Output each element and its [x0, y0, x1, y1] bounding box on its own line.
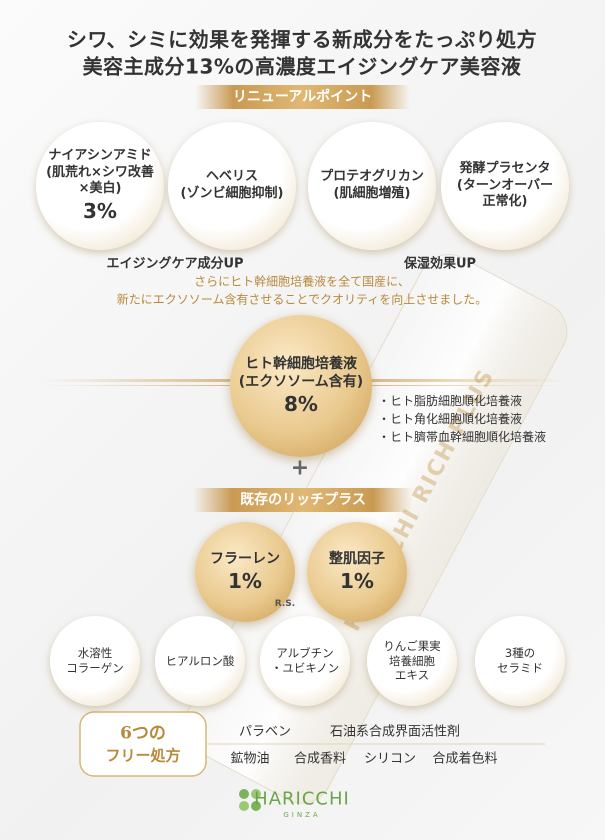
logo-name: HARICCHI	[254, 788, 350, 810]
other-line: エキス	[394, 668, 430, 683]
headline: 美容主成分13%の高濃度エイジングケア美容液	[82, 54, 522, 79]
rs-mark: R.S.	[274, 599, 296, 609]
other-line: コラーゲン	[66, 661, 124, 675]
other-circle: りんご果実 培養細胞 エキス	[367, 616, 457, 706]
free-item: 合成着色料	[432, 751, 498, 767]
other-line: ・ユビキノン	[270, 661, 340, 675]
effect-label: エイジングケア成分UP	[106, 256, 244, 272]
rich-percent: 1%	[228, 569, 262, 594]
ingredient-circle: ヘベリス (ゾンビ細胞抑制)	[168, 122, 296, 250]
ingredient-note: 正常化)	[482, 194, 528, 210]
banner: 既存のリッチプラス	[193, 488, 413, 512]
ingredient-note: ×美白)	[78, 181, 122, 197]
other-line: セラミド	[497, 661, 543, 675]
logo-sub: GINZA	[283, 811, 321, 819]
banner: リニューアルポイント	[195, 85, 410, 109]
rich-name: 整肌因子	[329, 550, 385, 567]
stem-cell-item: ・ヒト角化細胞順化培養液	[378, 412, 523, 426]
logo-mark	[239, 789, 261, 811]
ingredient-name: プロテオグリカン	[320, 169, 424, 185]
free-item: 合成香料	[293, 751, 347, 767]
stem-cell-note: (エクソソーム含有)	[238, 374, 364, 390]
ingredient-circle: ナイアシンアミド (肌荒れ×シワ改善 ×美白) 3%	[36, 122, 164, 250]
free-title: フリー処方	[105, 746, 181, 765]
other-line: りんご果実	[383, 638, 441, 653]
other-line: 水溶性	[77, 646, 113, 661]
stem-cell-circle: ヒト幹細胞培養液 (エクソソーム含有) 8%	[230, 315, 372, 457]
other-circle: 3種の セラミド	[475, 616, 565, 706]
note: 新たにエクソソーム含有させることでクオリティを向上させました。	[116, 292, 488, 307]
free-item: シリコン	[363, 751, 417, 767]
free-count: 6つの	[120, 723, 166, 744]
other-circle: ヒアルロン酸	[155, 616, 245, 706]
stem-cell-item: ・ヒト臍帯血幹細胞順化培養液	[378, 430, 547, 444]
ingredient-note: (肌細胞増殖)	[333, 186, 411, 201]
stem-cell-item: ・ヒト脂肪細胞順化培養液	[378, 394, 523, 408]
other-line: アルブチン	[276, 646, 334, 661]
free-item: 鉱物油	[230, 751, 270, 767]
rich-circle: フラーレン 1%	[195, 522, 295, 622]
other-line: 培養細胞	[389, 653, 435, 668]
stem-cell-percent: 8%	[284, 392, 318, 417]
other-circle: アルブチン ・ユビキノン	[260, 616, 350, 706]
rich-circle: 整肌因子 1%	[307, 522, 407, 622]
ingredient-note: (肌荒れ×シワ改善	[46, 164, 154, 180]
other-line: ヒアルロン酸	[165, 653, 235, 668]
headline: シワ、シミに効果を発揮する新成分をたっぷり処方	[66, 27, 538, 52]
other-circle: 水溶性 コラーゲン	[50, 616, 140, 706]
ingredient-circle: プロテオグリカン (肌細胞増殖)	[308, 122, 436, 250]
effect-label: 保湿効果UP	[403, 256, 477, 272]
stem-cell-name: ヒト幹細胞培養液	[245, 355, 357, 372]
ingredient-circle: 発酵プラセンタ (ターンオーバー 正常化)	[441, 122, 569, 250]
rich-percent: 1%	[340, 569, 374, 594]
ingredient-note: (ゾンビ細胞抑制)	[180, 186, 284, 201]
ingredient-note: (ターンオーバー	[456, 177, 554, 193]
ingredient-name: ナイアシンアミド	[48, 147, 152, 163]
ingredient-name: 発酵プラセンタ	[459, 160, 551, 176]
ingredient-percent: 3%	[83, 199, 117, 224]
other-line: 3種の	[504, 646, 536, 661]
note: さらにヒト幹細胞培養液を全て国産に、	[194, 274, 410, 289]
plus: +	[290, 455, 310, 481]
rich-name: フラーレン	[210, 550, 280, 567]
ingredient-name: ヘベリス	[205, 169, 258, 185]
free-item: 石油系合成界面活性剤	[329, 724, 461, 740]
free-item: パラベン	[238, 724, 292, 740]
